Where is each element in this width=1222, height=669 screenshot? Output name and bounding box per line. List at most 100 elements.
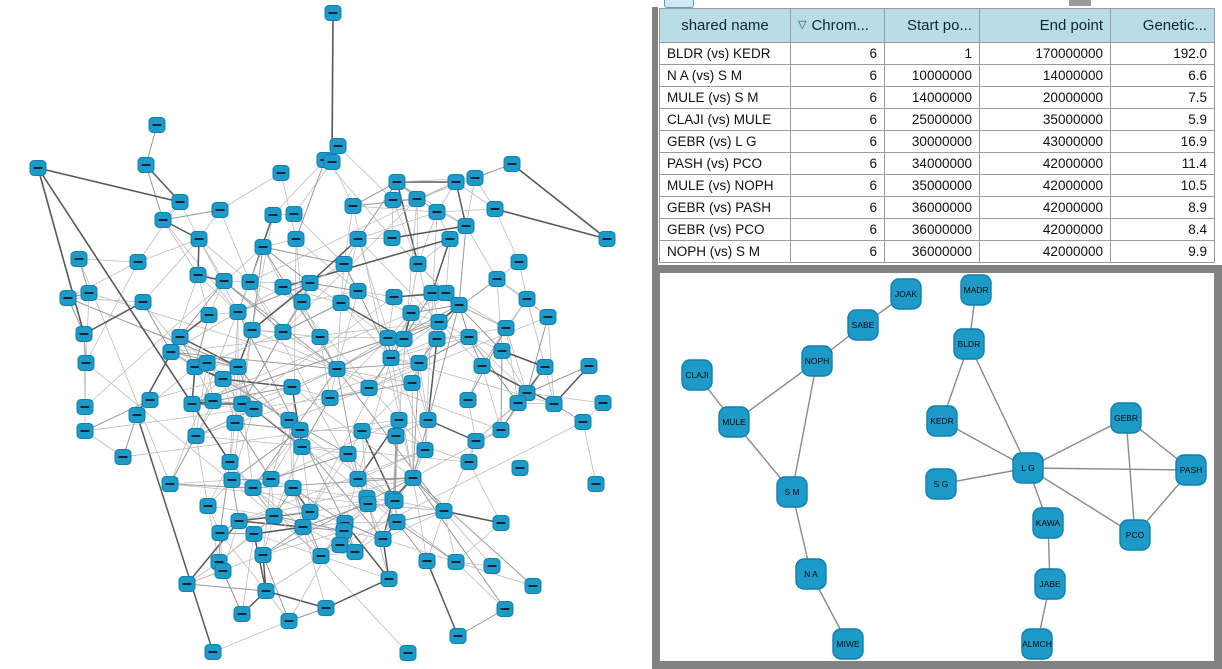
main-network-node[interactable] (524, 578, 542, 594)
main-network-node[interactable] (339, 446, 357, 462)
table-row[interactable]: BLDR (vs) KEDR 6 1 170000000 192.0 (659, 42, 1215, 65)
main-network-node[interactable] (293, 294, 311, 310)
node-l-g[interactable]: L G (1012, 452, 1044, 484)
main-network-node[interactable] (349, 471, 367, 487)
main-network-node[interactable] (545, 396, 563, 412)
main-network-node[interactable] (291, 422, 309, 438)
main-network-node[interactable] (511, 460, 529, 476)
tab-fragment[interactable] (664, 0, 694, 8)
main-network-node[interactable] (344, 198, 362, 214)
cell-genetic-[interactable]: 7.5 (1110, 86, 1215, 109)
main-network-node[interactable] (230, 513, 248, 529)
main-network-node[interactable] (284, 480, 302, 496)
cell-end-point[interactable]: 43000000 (979, 130, 1111, 153)
main-network-node[interactable] (379, 330, 397, 346)
main-network-node[interactable] (323, 154, 341, 170)
main-network-node[interactable] (294, 519, 312, 535)
main-network-node[interactable] (114, 449, 132, 465)
table-row[interactable]: GEBR (vs) PASH 6 36000000 42000000 8.9 (659, 196, 1215, 219)
main-network-node[interactable] (221, 454, 239, 470)
main-network-node[interactable] (280, 613, 298, 629)
main-network-node[interactable] (312, 548, 330, 564)
main-network-node[interactable] (75, 326, 93, 342)
main-network-node[interactable] (594, 395, 612, 411)
main-network-node[interactable] (264, 207, 282, 223)
cell-chrom-[interactable]: 6 (790, 240, 885, 263)
main-network-node[interactable] (189, 267, 207, 283)
main-network-node[interactable] (183, 396, 201, 412)
main-network-node[interactable] (383, 230, 401, 246)
cell-genetic-[interactable]: 6.6 (1110, 64, 1215, 87)
main-network-node[interactable] (244, 480, 262, 496)
cell-end-point[interactable]: 42000000 (979, 174, 1111, 197)
node-pco[interactable]: PCO (1119, 519, 1151, 551)
main-network-node[interactable] (492, 515, 510, 531)
main-network-node[interactable] (190, 231, 208, 247)
main-network-node[interactable] (254, 547, 272, 563)
main-network-node[interactable] (395, 331, 413, 347)
cell-genetic-[interactable]: 9.9 (1110, 240, 1215, 263)
main-network-node[interactable] (301, 504, 319, 520)
cell-chrom-[interactable]: 6 (790, 174, 885, 197)
node-claji[interactable]: CLAJI (681, 359, 713, 391)
cell-shared-name[interactable]: PASH (vs) PCO (659, 152, 791, 175)
table-row[interactable]: PASH (vs) PCO 6 34000000 42000000 11.4 (659, 152, 1215, 175)
main-network-node[interactable] (199, 498, 217, 514)
main-network-node[interactable] (293, 439, 311, 455)
table-row[interactable]: GEBR (vs) PCO 6 36000000 42000000 8.4 (659, 218, 1215, 241)
main-network-node[interactable] (332, 295, 350, 311)
main-network-node[interactable] (137, 157, 155, 173)
main-network-node[interactable] (388, 174, 406, 190)
cell-end-point[interactable]: 35000000 (979, 108, 1111, 131)
main-network-node[interactable] (459, 392, 477, 408)
main-network-node[interactable] (204, 393, 222, 409)
main-network-node[interactable] (598, 231, 616, 247)
node-pash[interactable]: PASH (1175, 454, 1207, 486)
column-header-end-point[interactable]: End point (979, 8, 1111, 43)
main-network-node[interactable] (359, 496, 377, 512)
main-network-node[interactable] (416, 442, 434, 458)
node-kedr[interactable]: KEDR (926, 405, 958, 437)
main-network-node[interactable] (346, 544, 364, 560)
main-network-node[interactable] (274, 324, 292, 340)
main-network-node[interactable] (574, 414, 592, 430)
main-network-node[interactable] (435, 503, 453, 519)
main-network-node[interactable] (493, 343, 511, 359)
main-network-node[interactable] (317, 600, 335, 616)
main-network-node[interactable] (410, 355, 428, 371)
cell-genetic-[interactable]: 8.4 (1110, 218, 1215, 241)
main-network-node[interactable] (447, 174, 465, 190)
scrollbar-fragment[interactable] (1069, 0, 1091, 6)
column-header-chrom-[interactable]: ▽ Chrom... (790, 8, 885, 43)
cell-end-point[interactable]: 42000000 (979, 218, 1111, 241)
main-network-node[interactable] (428, 204, 446, 220)
main-network-node[interactable] (243, 322, 261, 338)
main-network-node[interactable] (311, 329, 329, 345)
main-network-node[interactable] (229, 304, 247, 320)
main-network-node[interactable] (161, 476, 179, 492)
node-n-a[interactable]: N A (795, 558, 827, 590)
main-network-node[interactable] (419, 412, 437, 428)
main-network-node[interactable] (76, 423, 94, 439)
main-network-node[interactable] (223, 472, 241, 488)
main-network-node[interactable] (457, 218, 475, 234)
main-network-node[interactable] (536, 359, 554, 375)
cell-start-po-[interactable]: 25000000 (884, 108, 980, 131)
main-network-node[interactable] (518, 291, 536, 307)
main-network-node[interactable] (430, 314, 448, 330)
main-network-node[interactable] (441, 231, 459, 247)
main-network-node[interactable] (408, 191, 426, 207)
main-network-node[interactable] (483, 558, 501, 574)
cell-end-point[interactable]: 14000000 (979, 64, 1111, 87)
main-network-node[interactable] (382, 350, 400, 366)
main-network-node[interactable] (200, 307, 218, 323)
main-network-node[interactable] (385, 289, 403, 305)
node-noph[interactable]: NOPH (801, 345, 833, 377)
node-joak[interactable]: JOAK (890, 278, 922, 310)
cell-end-point[interactable]: 42000000 (979, 152, 1111, 175)
main-network-node[interactable] (380, 571, 398, 587)
main-network-node[interactable] (128, 407, 146, 423)
cell-genetic-[interactable]: 192.0 (1110, 42, 1215, 65)
main-network-node[interactable] (70, 251, 88, 267)
node-bldr[interactable]: BLDR (953, 328, 985, 360)
